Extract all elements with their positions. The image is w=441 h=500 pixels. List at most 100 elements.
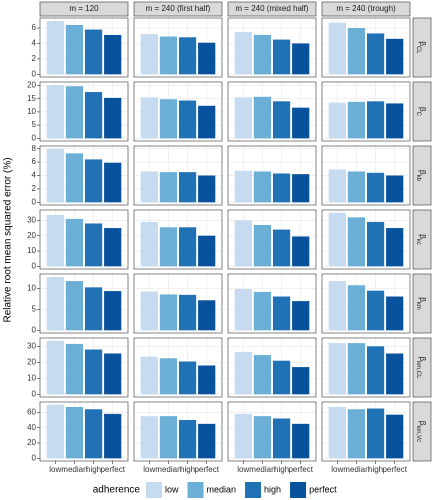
- bar: [65, 24, 84, 75]
- bar: [198, 423, 216, 459]
- panel-border: [133, 17, 223, 78]
- bar: [234, 31, 252, 75]
- strip-subscript: km,Vc: [415, 425, 421, 442]
- bar: [386, 175, 404, 203]
- bar: [65, 406, 84, 459]
- bar: [46, 276, 64, 331]
- bar: [178, 172, 197, 203]
- strip-symbol: β: [418, 357, 427, 362]
- bar: [84, 92, 103, 139]
- bar: [65, 343, 84, 395]
- bar: [328, 212, 346, 267]
- strip: [133, 1, 223, 17]
- bar: [178, 227, 197, 267]
- x-tick-label: high: [368, 465, 383, 474]
- bar: [104, 353, 122, 395]
- panel-border: [227, 401, 317, 462]
- y-tick-label: 0: [32, 133, 37, 142]
- legend-label: median: [207, 484, 237, 494]
- bar: [292, 43, 310, 75]
- bar: [178, 294, 197, 331]
- bar: [272, 39, 291, 75]
- bar: [272, 296, 291, 331]
- y-tick-label: 20: [27, 81, 36, 90]
- strip: [39, 1, 129, 17]
- y-tick-label: 0: [32, 261, 37, 270]
- bar: [366, 290, 385, 331]
- bar: [104, 97, 122, 139]
- bar: [84, 29, 103, 75]
- bar: [140, 34, 158, 75]
- bar: [234, 170, 252, 203]
- bar: [234, 413, 252, 459]
- panel-border: [321, 209, 411, 270]
- x-tick-label: low: [143, 465, 155, 474]
- strip-label: βkc: [415, 234, 426, 245]
- panel-border: [39, 209, 129, 270]
- bar: [328, 169, 346, 203]
- bar: [178, 37, 197, 75]
- strip: [412, 337, 432, 398]
- y-tick-label: 40: [27, 423, 36, 432]
- legend-key: [187, 482, 204, 498]
- bar: [292, 236, 310, 267]
- bar: [84, 409, 103, 459]
- bar: [178, 420, 197, 459]
- y-tick-label: 5: [32, 305, 37, 314]
- x-tick-label: median: [155, 465, 181, 474]
- y-tick-label: 4: [32, 39, 37, 48]
- strip-subscript: km: [415, 302, 421, 310]
- strip: [227, 1, 317, 17]
- strip: [412, 145, 432, 206]
- bar: [159, 227, 178, 267]
- bar: [234, 289, 252, 331]
- bar: [328, 281, 346, 331]
- bar: [366, 221, 385, 267]
- panel-border: [39, 145, 129, 206]
- bar: [104, 228, 122, 267]
- strip-label: βCL: [415, 41, 426, 54]
- bar: [292, 107, 310, 139]
- x-tick-label: high: [86, 465, 101, 474]
- legend-label: perfect: [309, 484, 337, 494]
- bar: [328, 406, 346, 459]
- panel-border: [321, 273, 411, 334]
- strip: [412, 17, 432, 78]
- bar: [347, 343, 366, 395]
- x-tick-label: low: [331, 465, 343, 474]
- bar: [84, 287, 103, 331]
- bar: [272, 173, 291, 203]
- panel-border: [133, 209, 223, 270]
- x-tick-label: low: [237, 465, 249, 474]
- bar: [366, 172, 385, 203]
- bar: [104, 413, 122, 459]
- strip-label: m = 240 (trough): [336, 4, 396, 13]
- panel-border: [133, 145, 223, 206]
- bar: [366, 101, 385, 139]
- y-tick-label: 20: [27, 438, 36, 447]
- strip-subscript: kb: [415, 175, 421, 182]
- bar: [159, 172, 178, 203]
- strip: [412, 401, 432, 462]
- y-tick-label: 60: [27, 407, 36, 416]
- bar: [328, 102, 346, 139]
- panel-border: [133, 337, 223, 398]
- bar: [292, 174, 310, 203]
- bar: [234, 220, 252, 267]
- bar: [84, 349, 103, 395]
- bar: [198, 105, 216, 139]
- panel-border: [39, 81, 129, 142]
- y-tick-label: 20: [27, 357, 36, 366]
- bar: [253, 96, 272, 139]
- y-tick-label: 10: [27, 373, 36, 382]
- y-tick-label: 30: [27, 341, 36, 350]
- bar: [84, 159, 103, 203]
- x-tick-label: median: [61, 465, 87, 474]
- bar: [386, 414, 404, 459]
- legend-label: low: [165, 484, 179, 494]
- x-tick-label: low: [49, 465, 61, 474]
- bar: [234, 97, 252, 139]
- panel-border: [39, 401, 129, 462]
- bar: [84, 223, 103, 267]
- y-tick-label: 15: [27, 94, 36, 103]
